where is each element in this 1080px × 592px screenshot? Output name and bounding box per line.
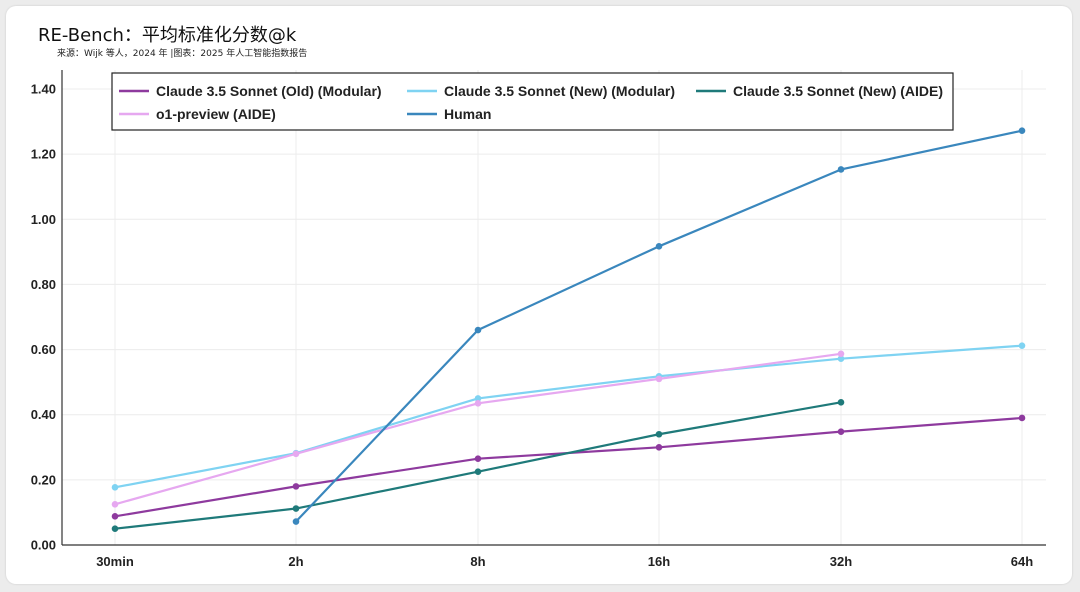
data-point <box>837 166 845 173</box>
legend: Claude 3.5 Sonnet (Old) (Modular) Claude … <box>111 72 954 131</box>
data-point <box>474 400 482 407</box>
data-point <box>292 518 300 525</box>
y-tick-labels: 0.00 0.20 0.40 0.60 0.80 1.00 1.20 1.40 <box>31 82 56 553</box>
chart-title: RE-Bench：平均标准化分数@k <box>38 25 297 46</box>
data-point <box>1018 342 1026 349</box>
x-tick-label: 30min <box>96 554 134 569</box>
data-point <box>655 243 663 250</box>
y-tick-label: 0.80 <box>31 277 56 292</box>
axes <box>61 70 1046 546</box>
chart-subtitle: 来源：Wijk 等人，2024 年 |图表：2025 年人工智能指数报告 <box>57 49 308 59</box>
data-point <box>111 513 119 520</box>
legend-label: Claude 3.5 Sonnet (New) (Modular) <box>444 83 675 99</box>
data-point <box>111 525 119 533</box>
y-tick-label: 1.20 <box>31 147 56 162</box>
data-point <box>837 350 845 358</box>
x-tick-label: 2h <box>288 554 303 569</box>
data-point <box>655 375 663 383</box>
y-tick-label: 1.40 <box>31 82 56 97</box>
data-point <box>1018 127 1026 134</box>
data-point <box>292 450 300 458</box>
data-point <box>292 505 300 512</box>
y-tick-label: 0.20 <box>31 472 56 487</box>
legend-label: Claude 3.5 Sonnet (Old) (Modular) <box>156 83 382 99</box>
x-tick-label: 8h <box>470 554 485 569</box>
x-tick-label: 64h <box>1011 554 1033 569</box>
y-tick-label: 0.40 <box>31 407 56 422</box>
data-point <box>474 455 482 462</box>
data-point <box>655 430 663 438</box>
legend-label: Claude 3.5 Sonnet (New) (AIDE) <box>733 83 943 99</box>
y-tick-label: 1.00 <box>31 212 56 227</box>
y-tick-label: 0.60 <box>31 342 56 357</box>
data-point <box>111 484 119 491</box>
x-tick-labels: 30min 2h 8h 16h 32h 64h <box>96 554 1033 569</box>
data-point <box>837 399 845 406</box>
data-point <box>837 355 845 362</box>
data-point <box>837 428 845 435</box>
x-tick-label: 16h <box>648 554 670 569</box>
data-point <box>474 468 482 476</box>
data-point <box>474 326 482 334</box>
x-tick-label: 32h <box>830 554 852 569</box>
legend-box <box>111 72 954 131</box>
data-point <box>1018 414 1026 422</box>
y-tick-label: 0.00 <box>31 538 56 553</box>
legend-label: o1-preview (AIDE) <box>156 106 276 122</box>
grid-lines <box>62 70 1046 545</box>
data-point <box>111 500 119 508</box>
data-point <box>655 443 663 451</box>
series-lines <box>111 127 1026 533</box>
legend-label: Human <box>444 106 491 122</box>
data-point <box>292 483 300 490</box>
data-point <box>474 395 482 402</box>
series-line <box>114 344 1023 489</box>
